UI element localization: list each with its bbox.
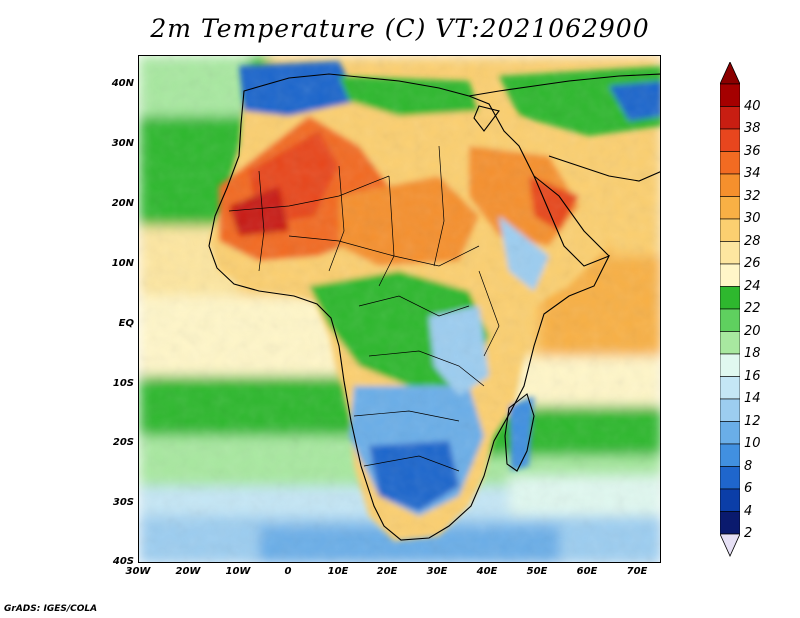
colorbar-label: 20 (744, 323, 761, 339)
lat-label-10s: 10S (112, 378, 134, 389)
colorbar-label: 16 (744, 368, 761, 384)
colorbar-box (720, 286, 740, 310)
colorbar-label: 24 (744, 278, 761, 294)
colorbar-label: 28 (744, 233, 761, 249)
colorbar-label: 6 (744, 481, 753, 496)
colorbar (720, 62, 740, 557)
colorbar-box (720, 376, 740, 400)
lon-label-10e: 10E (327, 566, 349, 577)
colorbar-box (720, 128, 740, 152)
lon-label-30w: 30W (125, 566, 151, 577)
colorbar-box (720, 151, 740, 175)
lon-label-60e: 60E (576, 566, 598, 577)
lat-label-20n: 20N (111, 198, 134, 209)
colorbar-box (720, 241, 740, 265)
lon-label-10w: 10W (225, 566, 251, 577)
lon-label-50e: 50E (526, 566, 548, 577)
colorbar-min-arrow (720, 533, 740, 557)
lat-label-30s: 30S (112, 497, 134, 508)
colorbar-label: 26 (744, 256, 761, 271)
lon-label-70e: 70E (626, 566, 648, 577)
lat-label-eq: EQ (118, 318, 134, 329)
colorbar-box (720, 308, 740, 332)
colorbar-box (720, 106, 740, 130)
colorbar-max-arrow (720, 62, 740, 85)
lat-label-20s: 20S (112, 437, 134, 448)
colorbar-label: 30 (744, 211, 761, 226)
colorbar-label: 12 (744, 413, 761, 429)
lat-label-40s: 40S (112, 556, 134, 567)
colorbar-box (720, 398, 740, 422)
lon-label-20e: 20E (376, 566, 398, 577)
lat-label-40n: 40N (111, 78, 134, 89)
map-canvas (139, 56, 660, 562)
colorbar-label: 2 (744, 526, 753, 541)
colorbar-label: 34 (744, 166, 761, 181)
colorbar-box (720, 443, 740, 467)
lat-label-30n: 30N (111, 138, 134, 149)
colorbar-label: 10 (744, 436, 761, 451)
colorbar-label: 38 (744, 121, 761, 136)
country-borders (228, 145, 500, 472)
colorbar-box (720, 353, 740, 377)
colorbar-box (720, 173, 740, 197)
colorbar-boxes (720, 83, 740, 535)
temperature-map (138, 55, 661, 563)
lon-label-0: 0 (284, 566, 292, 577)
colorbar-box (720, 83, 740, 107)
colorbar-label: 32 (744, 188, 761, 204)
colorbar-box (720, 196, 740, 220)
colorbar-label: 18 (744, 346, 761, 361)
colorbar-box (720, 331, 740, 355)
colorbar-label: 36 (744, 143, 761, 159)
lon-label-40e: 40E (476, 566, 498, 577)
lat-label-10n: 10N (111, 258, 134, 269)
colorbar-box (720, 511, 740, 535)
lon-label-30e: 30E (426, 566, 448, 577)
colorbar-label: 22 (744, 301, 761, 316)
coastlines (208, 73, 660, 541)
map-title: 2m Temperature (C) VT:2021062900 (150, 14, 650, 43)
colorbar-label: 14 (744, 391, 761, 406)
colorbar-label: 4 (744, 503, 753, 519)
colorbar-box (720, 421, 740, 445)
colorbar-label: 40 (744, 98, 761, 114)
colorbar-box (720, 488, 740, 512)
colorbar-label: 8 (744, 458, 753, 474)
colorbar-box (720, 466, 740, 490)
footer-credit: GrADS: IGES/COLA (4, 604, 98, 614)
colorbar-box (720, 218, 740, 242)
colorbar-box (720, 263, 740, 287)
lon-label-20w: 20W (175, 566, 201, 577)
